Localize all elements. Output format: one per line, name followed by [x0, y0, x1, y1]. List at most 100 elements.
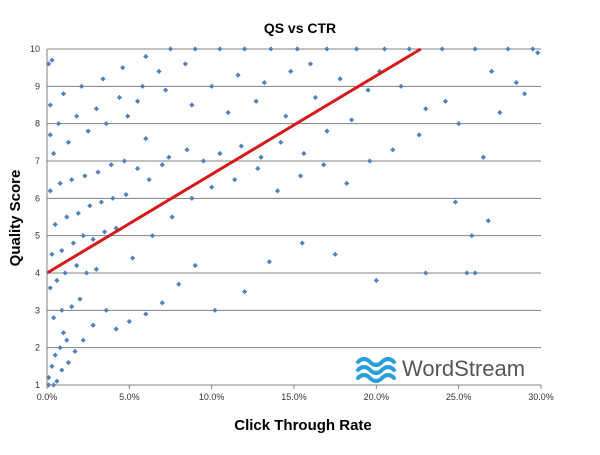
x-tick-label: 15.0% [281, 392, 307, 402]
data-point [149, 233, 155, 239]
data-point [344, 180, 350, 186]
data-point [162, 87, 169, 93]
data-point [189, 102, 195, 108]
data-point [54, 378, 60, 384]
data-point [268, 46, 274, 52]
data-point [332, 251, 338, 257]
data-point [469, 233, 475, 239]
data-point [505, 46, 511, 52]
data-point [166, 154, 172, 160]
data-point [365, 87, 371, 93]
data-point [134, 165, 141, 172]
data-point [93, 106, 99, 112]
x-tick-label: 10.0% [199, 392, 225, 402]
data-point [55, 121, 62, 127]
data-point [126, 318, 132, 325]
data-point [212, 307, 218, 313]
data-point [62, 270, 68, 276]
data-point [307, 61, 314, 67]
data-point [169, 214, 175, 220]
data-point [47, 102, 53, 108]
data-point [59, 367, 65, 373]
data-point [80, 233, 86, 239]
data-point [423, 106, 429, 112]
data-point [47, 188, 53, 194]
chart-title: QS vs CTR [264, 20, 336, 36]
y-tick-label: 7 [35, 156, 40, 166]
data-point [90, 236, 96, 242]
data-point [85, 128, 91, 134]
y-axis-ticks: 1 2 3 4 5 6 7 8 9 10 [30, 44, 40, 390]
data-point [189, 195, 195, 201]
data-point [70, 240, 76, 246]
data-point [65, 360, 72, 366]
data-point [217, 46, 223, 52]
data-point [146, 177, 152, 183]
x-tick-label: 20.0% [364, 392, 390, 402]
x-tick-label: 30.0% [528, 392, 554, 402]
data-point [65, 139, 72, 145]
data-point [288, 68, 294, 74]
data-point [77, 296, 83, 302]
y-tick-label: 1 [35, 380, 40, 390]
data-point [480, 154, 486, 160]
data-point [258, 154, 264, 160]
data-point [225, 109, 231, 116]
y-tick-label: 3 [35, 305, 40, 315]
y-tick-label: 2 [35, 343, 40, 353]
data-point [57, 345, 63, 351]
data-point [54, 277, 60, 284]
data-point [143, 53, 149, 60]
data-point [452, 199, 458, 205]
data-point [200, 158, 207, 164]
data-point [398, 83, 404, 89]
data-point [442, 98, 449, 104]
data-point [64, 214, 70, 220]
data-point [535, 50, 541, 56]
y-tick-label: 10 [30, 44, 40, 54]
data-point [64, 337, 70, 343]
data-point [439, 46, 445, 52]
y-gridlines [47, 48, 541, 386]
data-point [497, 109, 503, 116]
data-point [49, 251, 55, 257]
data-point [95, 169, 101, 175]
data-point [278, 139, 284, 145]
trend-line [46, 47, 422, 275]
data-point [283, 113, 289, 119]
data-point [60, 91, 67, 97]
data-point [74, 262, 80, 269]
data-point [116, 94, 123, 101]
data-points [46, 46, 541, 388]
data-point [182, 61, 188, 67]
x-tick-label: 25.0% [446, 392, 472, 402]
data-point [57, 180, 63, 186]
data-point [521, 91, 528, 97]
y-tick-label: 4 [35, 268, 40, 278]
y-tick-label: 5 [35, 231, 40, 241]
data-point [255, 165, 261, 172]
data-point [159, 300, 165, 306]
data-point [59, 248, 65, 254]
data-point [49, 57, 55, 63]
data-point [74, 113, 80, 119]
data-point [80, 337, 86, 343]
data-point [266, 259, 272, 265]
data-point [143, 136, 149, 142]
data-point [373, 277, 379, 284]
data-point [59, 307, 65, 313]
data-point [123, 192, 129, 198]
data-point [113, 326, 119, 332]
data-point [274, 188, 281, 194]
data-point [90, 322, 96, 328]
data-point [110, 195, 116, 201]
data-point [156, 68, 162, 74]
data-point [82, 173, 88, 179]
data-point [390, 147, 396, 153]
data-point [301, 150, 307, 157]
y-tick-label: 6 [35, 193, 40, 203]
x-tick-label: 0.0% [37, 392, 58, 402]
data-point [103, 121, 109, 127]
data-point [324, 46, 330, 52]
data-point [485, 218, 491, 224]
